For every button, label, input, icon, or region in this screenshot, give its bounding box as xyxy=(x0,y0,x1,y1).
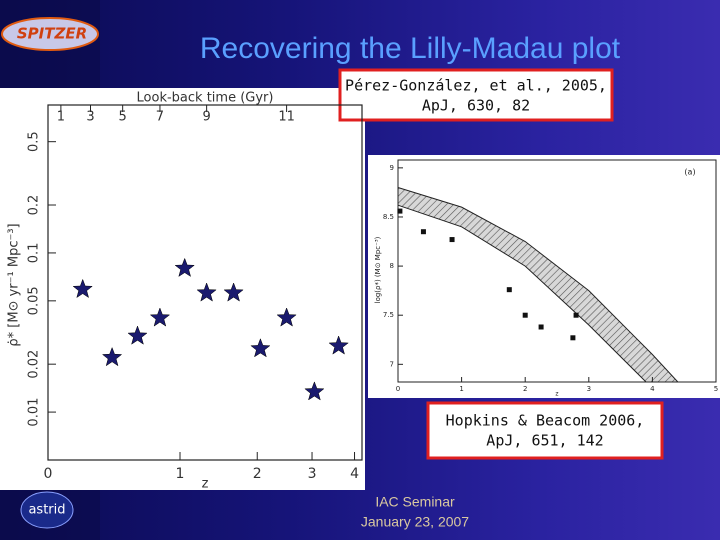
top-tick-label: 7 xyxy=(156,110,164,125)
y-tick-label: 7.5 xyxy=(383,311,394,319)
y-tick-label: 7 xyxy=(390,360,394,368)
left-plot-bg xyxy=(0,88,365,490)
star-marker xyxy=(304,381,325,401)
top-axis-label: Look-back time (Gyr) xyxy=(137,91,274,106)
citation-line: ApJ, 630, 82 xyxy=(422,97,530,115)
point xyxy=(449,237,455,243)
band-edge xyxy=(397,204,647,383)
footer-line: IAC Seminar xyxy=(375,494,455,510)
top-tick-label: 3 xyxy=(86,110,94,125)
y-tick-label: 8 xyxy=(390,262,394,270)
logo-text: SPITZER xyxy=(17,25,87,43)
y-axis-label: ρ̇* [M⊙ yr⁻¹ Mpc⁻³] xyxy=(7,223,22,346)
slide-title: Recovering the Lilly-Madau plot xyxy=(200,32,621,65)
x-tick-label: 2 xyxy=(523,385,527,393)
x-tick-label: 4 xyxy=(650,385,655,393)
y-tick-label: 9 xyxy=(390,164,394,172)
band-edge xyxy=(397,187,679,383)
band-fill xyxy=(398,187,678,382)
astrid-logo xyxy=(20,491,74,529)
y-tick-label: 0.02 xyxy=(27,350,42,379)
x-axis-label: z xyxy=(555,391,558,398)
star-marker xyxy=(72,278,93,299)
point xyxy=(420,229,426,235)
top-tick-label: 11 xyxy=(278,110,295,125)
y-tick-label: 0.5 xyxy=(27,131,42,152)
point xyxy=(506,287,512,293)
x-tick-label: 3 xyxy=(587,385,591,393)
footer-line: January 23, 2007 xyxy=(361,514,469,530)
star-marker xyxy=(174,257,195,277)
star-marker xyxy=(196,282,217,302)
point xyxy=(573,312,579,318)
x-tick-label: 1 xyxy=(176,466,185,482)
star-marker xyxy=(101,346,123,367)
y-tick-label: 0.1 xyxy=(27,243,42,264)
panel-label: (a) xyxy=(684,168,695,177)
x-tick-label: 5 xyxy=(714,385,718,393)
point xyxy=(522,312,528,318)
x-tick-label: 1 xyxy=(459,385,463,393)
citation-box xyxy=(426,401,664,460)
x-tick-label: 2 xyxy=(253,466,262,482)
top-tick-label: 1 xyxy=(57,110,65,125)
star-marker xyxy=(276,307,297,327)
logo-badge xyxy=(1,17,99,51)
x-axis-label: z xyxy=(202,477,209,492)
citation-line: ApJ, 651, 142 xyxy=(486,432,603,450)
y-tick-label: 0.05 xyxy=(27,286,42,315)
point xyxy=(397,208,403,214)
point xyxy=(570,335,576,341)
star-marker xyxy=(127,325,148,345)
y-tick-label: 0.01 xyxy=(27,398,42,427)
star-marker xyxy=(328,335,349,355)
citation-line: Hopkins & Beacom 2006, xyxy=(446,412,645,430)
x-tick-label: 4 xyxy=(350,466,359,482)
star-marker xyxy=(250,338,271,358)
citation-line: Pérez-González, et al., 2005, xyxy=(345,77,607,95)
citation-box xyxy=(338,68,614,122)
x-tick-label: 3 xyxy=(308,466,317,482)
y-tick-label: 8.5 xyxy=(383,213,394,221)
y-axis-label: log(ρ*) (M⊙ Mpc⁻³) xyxy=(374,236,382,303)
point xyxy=(538,324,544,330)
top-tick-label: 9 xyxy=(202,110,210,125)
y-tick-label: 0.2 xyxy=(27,195,42,216)
top-tick-label: 5 xyxy=(119,110,127,125)
x-tick-label: 0 xyxy=(396,385,400,393)
x-tick-label: 0 xyxy=(44,466,53,482)
star-marker xyxy=(149,307,171,327)
star-marker xyxy=(223,282,244,302)
plot-frame xyxy=(47,104,363,461)
astrid-text: astrid xyxy=(28,503,65,518)
plot-frame xyxy=(397,159,717,383)
